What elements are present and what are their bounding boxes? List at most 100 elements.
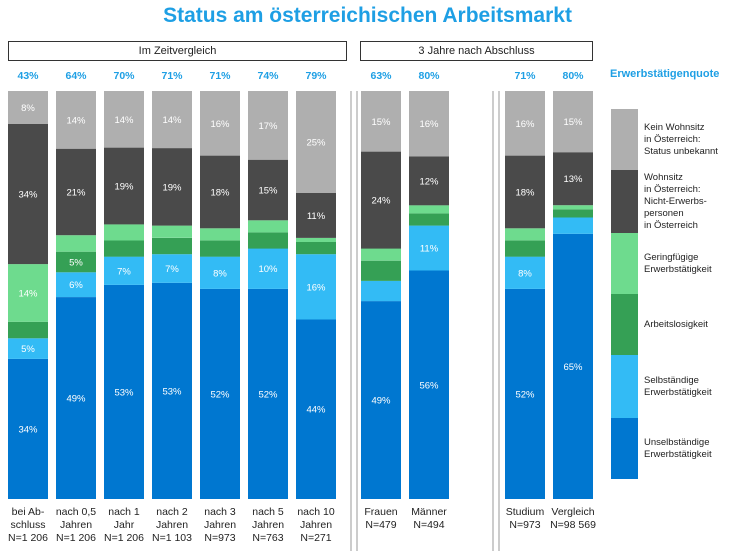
bar-segment [8, 358, 48, 499]
category-label: N=763 [252, 532, 283, 544]
segment-label: 8% [518, 268, 532, 279]
bar-segment [505, 240, 545, 257]
segment-label: 19% [162, 182, 182, 193]
bar-segment [152, 254, 192, 283]
panel-header-nach-abschluss: 3 Jahre nach Abschluss [360, 41, 593, 61]
bar-segment [104, 284, 144, 499]
bar-segment [409, 270, 449, 499]
legend-label: Kein Wohnsitz in Österreich: Status unbeka… [644, 122, 718, 158]
category-label: N=973 [509, 519, 540, 531]
bar-segment [152, 225, 192, 238]
category-label: N=494 [413, 519, 444, 531]
category-label: N=98 569 [550, 519, 596, 531]
bar-segment [200, 91, 240, 156]
category-label: N=973 [204, 532, 235, 544]
segment-label: 7% [117, 266, 131, 277]
category-label: Jahren [156, 519, 188, 531]
legend-label-line: in Österreich: [644, 183, 701, 195]
quote-value: 80% [562, 70, 584, 82]
bar-segment [361, 91, 401, 152]
bar-segment [553, 217, 593, 234]
legend-label-line: personen [644, 207, 684, 219]
category-label: N=1 206 [8, 532, 48, 544]
bar-segment [409, 225, 449, 271]
bar-segment [152, 148, 192, 226]
segment-label: 15% [371, 117, 391, 128]
bar-segment [56, 297, 96, 499]
segment-label: 11% [307, 211, 326, 222]
bar-segment [56, 235, 96, 252]
bar-segment [553, 205, 593, 210]
segment-label: 16% [210, 119, 230, 130]
quote-value: 70% [113, 70, 135, 82]
chart-title: Status am österreichischen Arbeitsmarkt [163, 4, 572, 27]
category-label: N=1 206 [56, 532, 96, 544]
bar-segment [296, 237, 336, 242]
bar-segment [248, 288, 288, 499]
category-label: Frauen [364, 506, 397, 518]
bar-segment [200, 240, 240, 257]
segment-label: 14% [162, 115, 182, 126]
category-label: nach 10 [297, 506, 335, 518]
quote-value: 79% [305, 70, 327, 82]
category-label: N=479 [365, 519, 396, 531]
bar-segment [361, 260, 401, 281]
bar-segment [248, 220, 288, 233]
bar-segment [104, 91, 144, 148]
segment-label: 34% [18, 190, 38, 201]
bar-segment [505, 155, 545, 229]
bar-segment [505, 91, 545, 156]
legend-label-line: Erwerbstätigkeit [644, 448, 712, 460]
legend-label-line: Status unbekannt [644, 145, 718, 157]
legend-label-line: Geringfügige [644, 251, 699, 263]
segment-label: 65% [563, 362, 583, 373]
legend-swatch [611, 355, 638, 418]
segment-label: 11% [420, 244, 439, 255]
legend-label-line: Arbeitslosigkeit [644, 318, 708, 330]
bar-segment [409, 91, 449, 157]
bar-segment [361, 151, 401, 249]
bar-segment [553, 209, 593, 218]
segment-label: 5% [69, 258, 83, 269]
bar-segment [505, 288, 545, 499]
legend-label-line: Erwerbstätigkeit [644, 263, 712, 275]
segment-label: 15% [563, 117, 583, 128]
legend-swatch [611, 109, 638, 170]
category-label: Jahren [252, 519, 284, 531]
category-label: Jahren [60, 519, 92, 531]
category-label: Vergleich [551, 506, 594, 518]
bar-segment [409, 156, 449, 206]
bar-segment [505, 228, 545, 241]
legend-label-line: Selbständige [644, 374, 699, 386]
segment-label: 12% [419, 176, 439, 187]
legend-label-line: Wohnsitz [644, 171, 683, 183]
category-label: nach 5 [252, 506, 284, 518]
bar-segment [409, 205, 449, 214]
segment-label: 16% [306, 282, 326, 293]
quote-value: 63% [370, 70, 392, 82]
bar-segment [152, 91, 192, 149]
legend-label: Selbständige Erwerbstätigkeit [644, 375, 712, 399]
bar-segment [56, 91, 96, 149]
bar-segment [248, 248, 288, 289]
legend-label: Geringfügige Erwerbstätigkeit [644, 252, 712, 276]
segment-label: 17% [258, 121, 278, 132]
quote-header: Erwerbstätigenquote [610, 68, 720, 80]
segment-label: 18% [210, 188, 230, 199]
segment-label: 10% [258, 264, 278, 275]
bar-segment [409, 213, 449, 226]
quote-value: 80% [418, 70, 440, 82]
bar-segment [553, 91, 593, 153]
bar-segment [104, 224, 144, 241]
bar-segment [104, 256, 144, 285]
segment-label: 14% [18, 288, 38, 299]
segment-label: 21% [66, 188, 86, 199]
bar-segment [56, 251, 96, 273]
segment-label: 25% [306, 138, 326, 149]
bar-segment [152, 237, 192, 255]
category-label: nach 1 [108, 506, 140, 518]
legend-swatch [611, 170, 638, 233]
segment-label: 52% [210, 390, 230, 401]
bar-segment [296, 319, 336, 499]
